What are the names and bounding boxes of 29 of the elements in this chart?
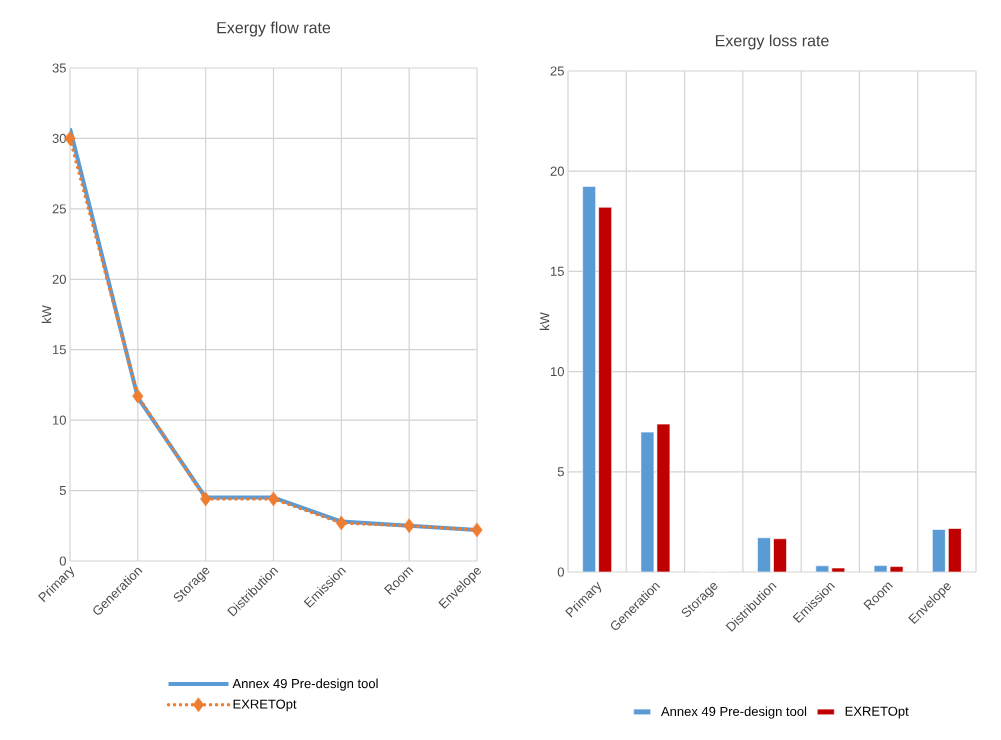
y-tick-label: 25 [550, 66, 564, 76]
y-tick-label: 10 [53, 415, 66, 425]
chart-title: Exergy loss rate [715, 34, 829, 50]
y-tick-label: 0 [557, 567, 564, 577]
y-tick-label: 5 [59, 486, 66, 496]
y-tick-label: 20 [550, 166, 564, 176]
y-axis-title: kW [539, 312, 550, 331]
y-tick-label: 10 [551, 366, 564, 377]
y-tick-label: 15 [551, 266, 564, 276]
point [200, 491, 212, 507]
point [403, 518, 415, 534]
point [471, 522, 483, 538]
point [335, 515, 347, 531]
legend-label: Annex 49 Pre-design tool [661, 706, 807, 719]
point [132, 388, 144, 404]
y-tick-label: 5 [557, 467, 564, 477]
legend-label: EXRETOpt [845, 706, 909, 719]
y-tick-label: 25 [52, 204, 66, 214]
bar [598, 206, 612, 572]
chart-title: Exergy flow rate [217, 21, 331, 37]
y-tick-label: 20 [52, 274, 66, 284]
y-tick-label: 30 [52, 133, 66, 144]
legend-label: EXRETOpt [233, 699, 297, 712]
bar [582, 186, 596, 572]
y-tick-label: 0 [59, 556, 66, 566]
legend-label: Annex 49 Pre-design tool [232, 678, 378, 691]
y-tick-label: 15 [53, 345, 66, 355]
y-tick-label: 35 [52, 63, 66, 73]
y-axis-title: kW [41, 305, 52, 324]
